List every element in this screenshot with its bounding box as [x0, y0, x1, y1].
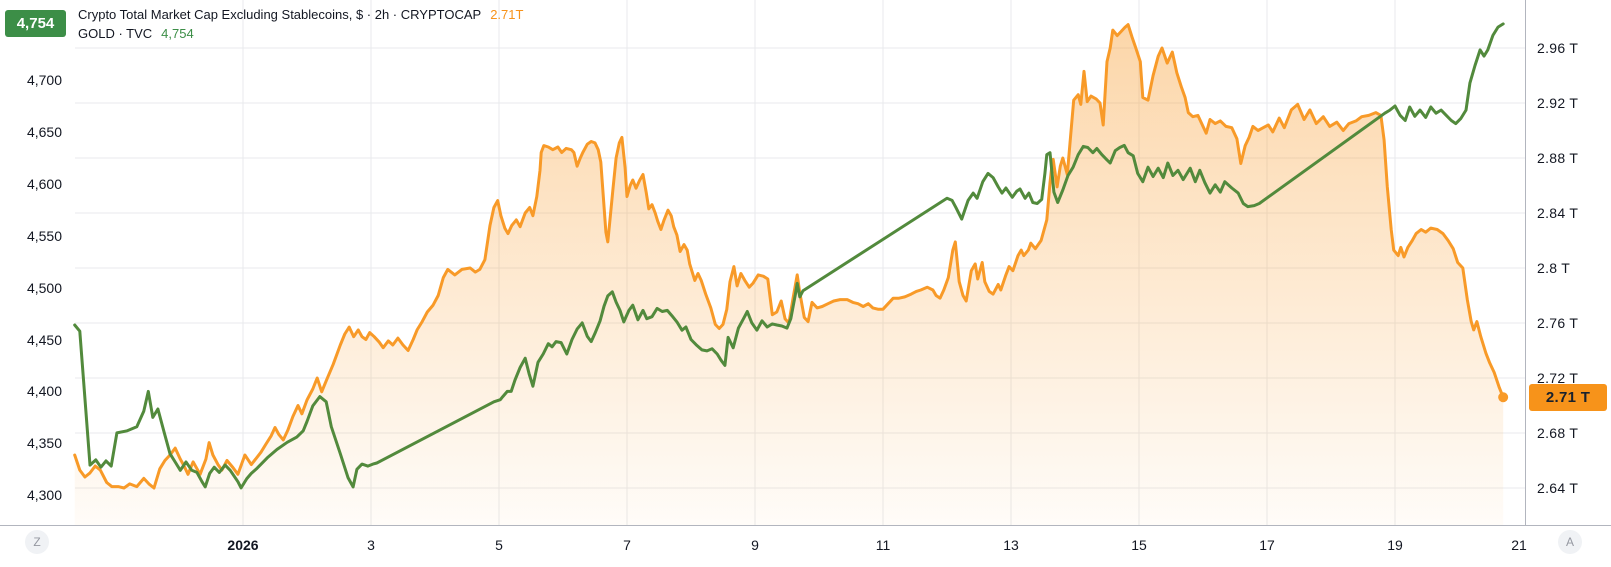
right-axis-tick: 2.68 T — [1537, 425, 1579, 441]
gold-last-price-badge: 4,754 — [5, 10, 66, 38]
time-axis-tick: 21 — [1511, 537, 1527, 553]
right-axis-tick: 2.84 T — [1537, 205, 1579, 221]
left-axis-tick: 4,550 — [26, 227, 62, 244]
right-axis-tick: 2.92 T — [1537, 95, 1579, 111]
legend-row-gold[interactable]: GOLD · TVC 4,754 — [78, 24, 523, 43]
crypto-last-dot — [1498, 392, 1509, 403]
legend-row-cryptocap[interactable]: Crypto Total Market Cap Excluding Stable… — [78, 5, 523, 24]
time-axis-tick: 5 — [495, 537, 503, 553]
time-axis-tick: 17 — [1259, 537, 1275, 553]
left-axis-tick: 4,600 — [26, 175, 62, 192]
time-axis-tick: 9 — [751, 537, 759, 553]
right-axis-tick: 3 T — [1537, 0, 1558, 2]
time-axis-tick: 2026 — [227, 537, 259, 553]
right-axis-tick: 2.76 T — [1537, 315, 1579, 331]
left-axis-tick: 4,300 — [26, 487, 62, 504]
cryptocap-area — [74, 24, 1504, 525]
left-axis-tick: 4,400 — [26, 383, 62, 400]
time-axis-tick: 11 — [875, 537, 891, 553]
left-axis-tick: 4,700 — [26, 72, 62, 88]
legend: Crypto Total Market Cap Excluding Stable… — [78, 5, 523, 43]
time-axis-tick: 19 — [1387, 537, 1403, 553]
time-axis-tick: 15 — [1131, 537, 1147, 553]
crypto-last-price-badge: 2.71 T — [1529, 383, 1607, 411]
left-axis-tick: 4,450 — [26, 331, 62, 348]
right-axis-tick: 2.96 T — [1537, 40, 1579, 56]
left-axis-tick: 4,500 — [26, 279, 62, 296]
right-axis-tick: 2.72 T — [1537, 370, 1579, 386]
right-axis-tick: 2.64 T — [1537, 480, 1579, 496]
legend-title-gold: GOLD · TVC — [78, 26, 153, 41]
time-axis-tick: 13 — [1003, 537, 1019, 553]
time-axis-tick: 3 — [367, 537, 375, 553]
legend-value-gold: 4,754 — [161, 26, 194, 41]
cryptocap-line — [73, 23, 1505, 490]
timezone-button[interactable]: Z — [25, 530, 49, 554]
legend-title-cryptocap: Crypto Total Market Cap Excluding Stable… — [78, 7, 482, 22]
left-axis-tick: 4,650 — [26, 123, 62, 140]
left-axis-tick: 4,350 — [26, 435, 62, 452]
time-axis-tick: 7 — [623, 537, 631, 553]
gold-line — [73, 22, 1505, 490]
right-axis-tick: 2.8 T — [1537, 260, 1571, 276]
right-axis-tick: 2.88 T — [1537, 150, 1579, 166]
autoscale-button[interactable]: A — [1558, 530, 1582, 554]
legend-value-cryptocap: 2.71T — [490, 7, 524, 22]
